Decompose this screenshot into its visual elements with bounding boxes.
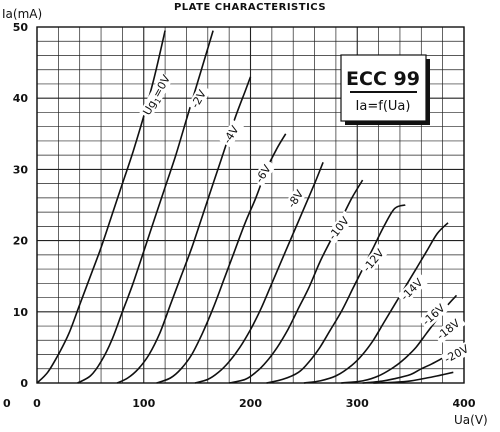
legend-box-outline (340, 54, 427, 122)
curve-label-bg (187, 83, 212, 113)
curve-line-6 (266, 204, 406, 384)
curve-label-group: -12V (358, 243, 390, 277)
curve-line-0 (36, 30, 166, 384)
curve-label-group: -6V (251, 158, 277, 187)
curve-label-bg (251, 158, 277, 187)
y-tick-label: 20 (13, 235, 29, 248)
curve-label-bg (358, 243, 390, 277)
legend-box-shadow-bottom (345, 121, 430, 125)
plot-frame (36, 26, 465, 384)
chart-title: PLATE CHARACTERISTICS (174, 2, 326, 13)
curve-label-bg (396, 272, 429, 305)
x-tick-label: 0 (33, 397, 41, 410)
y-tick-label: 10 (13, 306, 29, 319)
stray-zero-label: 0 (3, 397, 11, 410)
curve-label-bg (324, 210, 355, 245)
x-tick-label: 100 (132, 397, 155, 410)
curve-label-bg (432, 313, 466, 344)
curve-label-bg (139, 72, 174, 120)
legend-box-shadow (426, 59, 430, 125)
tick-labels: 0 100 200 300 400 0 10 20 30 40 50 (13, 21, 476, 410)
curve-label-bg (440, 340, 475, 367)
y-tick-label: 50 (13, 21, 29, 34)
axes (36, 26, 465, 384)
curve-label-group: -4V (219, 119, 244, 148)
x-axis-label: Ua(V) (454, 413, 488, 427)
legend-title: ECC 99 (346, 68, 420, 90)
curve-line-7 (303, 222, 449, 384)
curve-label-bg (418, 298, 451, 330)
curves (36, 30, 458, 384)
y-tick-label: 0 (20, 377, 28, 390)
y-tick-label: 40 (13, 92, 29, 105)
curve-label-group: Ug1=0V (139, 72, 175, 120)
curve-label-group: -20V (440, 340, 475, 367)
legend-box: ECC 99 Ia=f(Ua) (340, 54, 430, 125)
y-tick-label: 30 (13, 163, 29, 176)
x-tick-label: 400 (453, 397, 476, 410)
curve-label: Ug1=0V (140, 72, 175, 118)
curve-line-10 (373, 371, 454, 384)
curve-label-bg (219, 119, 244, 148)
y-axis-label: Ia(mA) (2, 7, 42, 21)
curve-line-5 (229, 179, 364, 384)
x-tick-label: 300 (346, 397, 369, 410)
curve-label-group: -10V (324, 210, 355, 245)
curve-label-bg (283, 184, 309, 212)
curve-label-group: -14V (396, 272, 429, 305)
curve-line-2 (116, 76, 252, 384)
curve-line-4 (194, 162, 324, 384)
curve-line-1 (77, 30, 214, 384)
x-tick-label: 200 (239, 397, 262, 410)
legend-subtitle: Ia=f(Ua) (356, 99, 411, 114)
curve-line-9 (362, 350, 454, 384)
